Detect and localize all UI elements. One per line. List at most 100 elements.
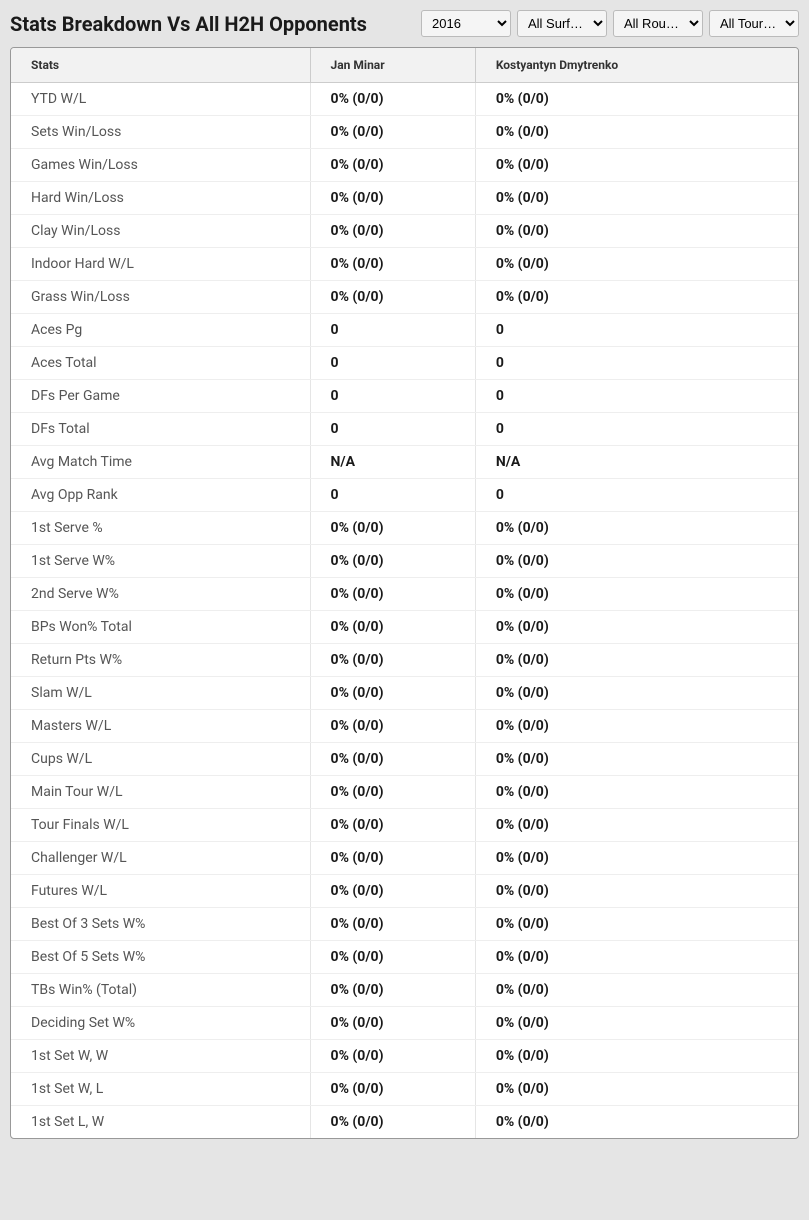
table-row: Indoor Hard W/L0% (0/0)0% (0/0)	[11, 248, 798, 281]
stat-value-player2: 0	[475, 413, 798, 446]
stat-value-player1: 0% (0/0)	[310, 710, 475, 743]
stat-value-player2: 0% (0/0)	[475, 1007, 798, 1040]
stat-value-player1: 0% (0/0)	[310, 644, 475, 677]
stat-value-player1: 0% (0/0)	[310, 611, 475, 644]
stat-label: Return Pts W%	[11, 644, 310, 677]
stat-value-player2: 0% (0/0)	[475, 1106, 798, 1139]
table-header-row: Stats Jan Minar Kostyantyn Dmytrenko	[11, 48, 798, 83]
table-row: 1st Set W, W0% (0/0)0% (0/0)	[11, 1040, 798, 1073]
table-row: Games Win/Loss0% (0/0)0% (0/0)	[11, 149, 798, 182]
stat-value-player2: 0% (0/0)	[475, 776, 798, 809]
table-row: TBs Win% (Total)0% (0/0)0% (0/0)	[11, 974, 798, 1007]
stat-value-player1: 0% (0/0)	[310, 281, 475, 314]
stat-value-player2: 0	[475, 314, 798, 347]
stat-label: 1st Set W, W	[11, 1040, 310, 1073]
table-row: 1st Serve W%0% (0/0)0% (0/0)	[11, 545, 798, 578]
table-row: YTD W/L0% (0/0)0% (0/0)	[11, 83, 798, 116]
tournament-select[interactable]: All Tour…	[709, 10, 799, 37]
stat-value-player2: 0% (0/0)	[475, 743, 798, 776]
stat-value-player2: 0	[475, 479, 798, 512]
stat-value-player2: 0% (0/0)	[475, 611, 798, 644]
stat-value-player2: N/A	[475, 446, 798, 479]
stat-value-player2: 0% (0/0)	[475, 149, 798, 182]
table-row: Challenger W/L0% (0/0)0% (0/0)	[11, 842, 798, 875]
table-row: Futures W/L0% (0/0)0% (0/0)	[11, 875, 798, 908]
stat-label: Slam W/L	[11, 677, 310, 710]
stat-value-player1: 0% (0/0)	[310, 809, 475, 842]
stat-label: 1st Set L, W	[11, 1106, 310, 1139]
surface-select[interactable]: All Surf…	[517, 10, 607, 37]
stat-value-player1: 0	[310, 413, 475, 446]
stat-value-player1: 0% (0/0)	[310, 578, 475, 611]
stat-value-player2: 0% (0/0)	[475, 842, 798, 875]
stat-label: Deciding Set W%	[11, 1007, 310, 1040]
stat-value-player1: 0% (0/0)	[310, 1106, 475, 1139]
filters-group: 2016 All Surf… All Rou… All Tour…	[421, 10, 799, 37]
column-header-player1: Jan Minar	[310, 48, 475, 83]
table-row: Deciding Set W%0% (0/0)0% (0/0)	[11, 1007, 798, 1040]
stat-value-player1: 0% (0/0)	[310, 83, 475, 116]
stat-value-player1: N/A	[310, 446, 475, 479]
stat-label: Indoor Hard W/L	[11, 248, 310, 281]
year-select[interactable]: 2016	[421, 10, 511, 37]
stat-value-player1: 0% (0/0)	[310, 941, 475, 974]
stat-value-player2: 0% (0/0)	[475, 248, 798, 281]
stat-label: YTD W/L	[11, 83, 310, 116]
table-row: Avg Match TimeN/AN/A	[11, 446, 798, 479]
stat-value-player1: 0% (0/0)	[310, 1040, 475, 1073]
stat-label: Aces Total	[11, 347, 310, 380]
stat-value-player2: 0% (0/0)	[475, 578, 798, 611]
stats-table-wrapper: Stats Jan Minar Kostyantyn Dmytrenko YTD…	[10, 47, 799, 1139]
table-row: Tour Finals W/L0% (0/0)0% (0/0)	[11, 809, 798, 842]
stat-label: Aces Pg	[11, 314, 310, 347]
stat-value-player1: 0% (0/0)	[310, 743, 475, 776]
stat-value-player2: 0% (0/0)	[475, 281, 798, 314]
stat-value-player2: 0% (0/0)	[475, 83, 798, 116]
table-row: Aces Pg00	[11, 314, 798, 347]
column-header-player2: Kostyantyn Dmytrenko	[475, 48, 798, 83]
stat-value-player1: 0% (0/0)	[310, 974, 475, 1007]
table-row: 1st Set W, L0% (0/0)0% (0/0)	[11, 1073, 798, 1106]
stat-label: Best Of 3 Sets W%	[11, 908, 310, 941]
stat-value-player2: 0% (0/0)	[475, 512, 798, 545]
stat-value-player2: 0% (0/0)	[475, 974, 798, 1007]
stat-value-player2: 0% (0/0)	[475, 545, 798, 578]
stat-label: BPs Won% Total	[11, 611, 310, 644]
table-row: Clay Win/Loss0% (0/0)0% (0/0)	[11, 215, 798, 248]
stat-value-player2: 0% (0/0)	[475, 1040, 798, 1073]
table-row: Best Of 3 Sets W%0% (0/0)0% (0/0)	[11, 908, 798, 941]
stat-value-player1: 0% (0/0)	[310, 842, 475, 875]
stat-label: DFs Total	[11, 413, 310, 446]
stat-label: Challenger W/L	[11, 842, 310, 875]
round-select[interactable]: All Rou…	[613, 10, 703, 37]
stat-label: Masters W/L	[11, 710, 310, 743]
table-row: DFs Per Game00	[11, 380, 798, 413]
stat-label: Avg Match Time	[11, 446, 310, 479]
table-row: Masters W/L0% (0/0)0% (0/0)	[11, 710, 798, 743]
stat-value-player1: 0	[310, 347, 475, 380]
stat-value-player1: 0% (0/0)	[310, 215, 475, 248]
stat-value-player2: 0	[475, 347, 798, 380]
stat-value-player2: 0% (0/0)	[475, 710, 798, 743]
stat-value-player2: 0% (0/0)	[475, 908, 798, 941]
stat-value-player1: 0	[310, 314, 475, 347]
table-row: Cups W/L0% (0/0)0% (0/0)	[11, 743, 798, 776]
stat-label: Hard Win/Loss	[11, 182, 310, 215]
stat-value-player1: 0% (0/0)	[310, 875, 475, 908]
stat-label: Main Tour W/L	[11, 776, 310, 809]
stats-table: Stats Jan Minar Kostyantyn Dmytrenko YTD…	[11, 48, 798, 1138]
table-row: 1st Set L, W0% (0/0)0% (0/0)	[11, 1106, 798, 1139]
stat-value-player1: 0% (0/0)	[310, 149, 475, 182]
stat-label: 1st Serve W%	[11, 545, 310, 578]
stat-value-player1: 0% (0/0)	[310, 512, 475, 545]
stat-label: Sets Win/Loss	[11, 116, 310, 149]
stat-value-player1: 0% (0/0)	[310, 248, 475, 281]
stat-value-player1: 0% (0/0)	[310, 116, 475, 149]
stat-label: TBs Win% (Total)	[11, 974, 310, 1007]
stat-label: DFs Per Game	[11, 380, 310, 413]
stat-value-player2: 0% (0/0)	[475, 677, 798, 710]
stat-label: 1st Set W, L	[11, 1073, 310, 1106]
header-row: Stats Breakdown Vs All H2H Opponents 201…	[10, 10, 799, 37]
stat-label: 2nd Serve W%	[11, 578, 310, 611]
stat-value-player1: 0% (0/0)	[310, 908, 475, 941]
